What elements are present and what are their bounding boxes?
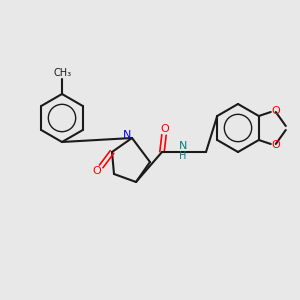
Text: N: N [123,130,131,140]
Text: N: N [179,141,187,151]
Text: CH₃: CH₃ [54,68,72,78]
Text: O: O [272,106,280,116]
Text: O: O [160,124,169,134]
Text: O: O [93,167,102,176]
Text: H: H [179,151,187,161]
Text: O: O [272,140,280,150]
